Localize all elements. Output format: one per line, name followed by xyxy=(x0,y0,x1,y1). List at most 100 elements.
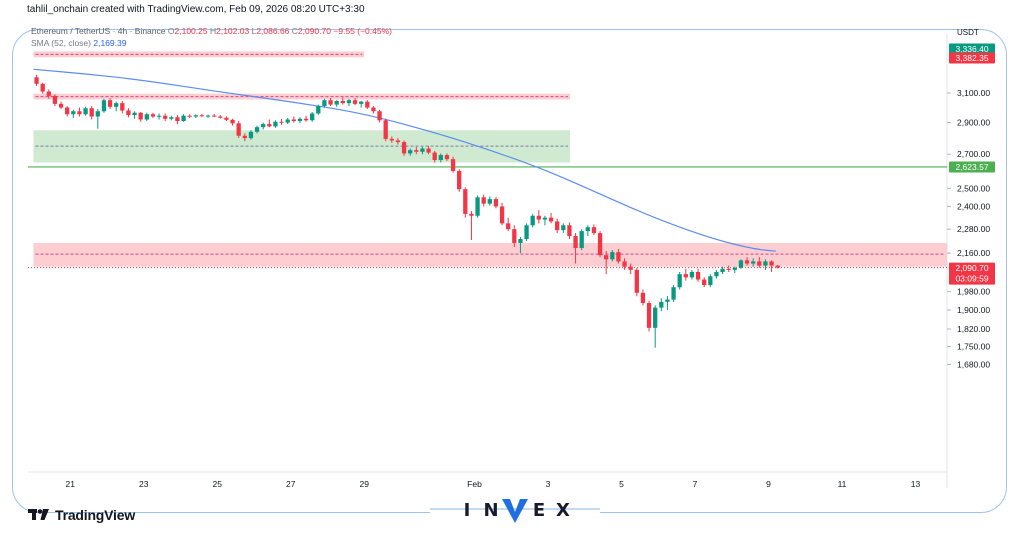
candle xyxy=(224,116,229,122)
candle-body xyxy=(634,269,639,293)
candle xyxy=(579,229,584,251)
ohlc-high: H2,102.03 xyxy=(210,26,252,36)
candle xyxy=(512,225,517,248)
candle xyxy=(536,210,541,224)
candle xyxy=(205,114,211,118)
candle-body xyxy=(71,111,76,115)
currency-unit[interactable]: USDT xyxy=(957,28,979,37)
candle xyxy=(395,138,401,145)
candle xyxy=(120,100,125,114)
price-badge-label: 2,623.57 xyxy=(955,162,988,172)
ohlc-close: C2,090.70 xyxy=(292,26,334,36)
candle xyxy=(763,259,768,270)
candle-body xyxy=(346,100,352,104)
price-tick-label: 2,700.00 xyxy=(957,149,990,159)
candle xyxy=(751,258,756,267)
candle xyxy=(334,100,339,107)
candle-body xyxy=(297,118,303,122)
candle xyxy=(597,231,603,258)
candle-body xyxy=(720,268,725,272)
candle xyxy=(726,265,731,272)
candle-body xyxy=(181,115,186,122)
sma-line xyxy=(33,68,776,252)
candle-body xyxy=(334,100,339,105)
candle-body xyxy=(616,252,621,262)
candle xyxy=(463,187,468,218)
candle xyxy=(469,211,474,240)
candle-body xyxy=(671,287,676,300)
candle xyxy=(775,265,780,269)
candle-body xyxy=(310,113,315,121)
candle-body xyxy=(150,114,156,117)
candle-body xyxy=(254,127,260,132)
tradingview-logo: TradingView xyxy=(28,507,135,523)
candle xyxy=(371,106,376,114)
candle-body xyxy=(702,279,707,286)
candle xyxy=(640,289,646,306)
candle-body xyxy=(65,107,70,115)
time-tick-label: 9 xyxy=(766,479,771,489)
candle-body xyxy=(536,215,541,220)
candle xyxy=(628,263,633,275)
candle-body xyxy=(457,170,462,190)
candle-body xyxy=(365,101,370,108)
candle xyxy=(695,268,701,282)
price-tick-label: 1,820.00 xyxy=(957,324,990,334)
time-tick-label: 3 xyxy=(546,479,551,489)
candle xyxy=(101,98,107,113)
chart-credit: tahlil_onchain created with TradingView.… xyxy=(27,4,365,15)
price-badge-label: 2,090.70 xyxy=(955,263,988,273)
candle-body xyxy=(628,266,633,270)
candle xyxy=(738,259,744,269)
legend-symbol-row: Ethereum / TetherUS · 4h · Binance O2,10… xyxy=(31,25,392,37)
candle xyxy=(457,169,462,192)
candle xyxy=(107,98,113,110)
candle-body xyxy=(530,215,535,226)
candle-body xyxy=(40,83,45,92)
candle xyxy=(573,233,578,264)
candle-body xyxy=(224,117,229,120)
candle-body xyxy=(604,255,609,260)
candle xyxy=(310,111,315,122)
candle xyxy=(138,111,143,122)
price-tick-label: 2,500.00 xyxy=(957,183,990,193)
ohlc-close-label: C xyxy=(291,26,298,36)
candle xyxy=(126,108,131,118)
candle-body xyxy=(665,299,670,302)
candle xyxy=(218,114,223,119)
candle xyxy=(187,114,192,118)
candle xyxy=(297,117,303,124)
legend-sma-row[interactable]: SMA (52, close) 2,169.39 xyxy=(31,37,392,49)
ohlc-close-value: 2,090.70 xyxy=(297,26,332,36)
candle xyxy=(316,104,321,115)
candle-body xyxy=(389,138,394,141)
ohlc-low-label: L xyxy=(251,26,257,36)
candle-body xyxy=(763,261,768,266)
time-tick-label: 29 xyxy=(360,479,370,489)
candle-body xyxy=(34,77,39,84)
candle xyxy=(591,224,597,236)
price-change: −9.55 (−0.45%) xyxy=(333,26,392,36)
time-tick-label: 23 xyxy=(139,479,149,489)
invex-wordmark: I N E X xyxy=(430,500,600,521)
invex-letter-gap xyxy=(506,500,524,521)
candle xyxy=(346,98,352,107)
candle xyxy=(604,251,609,275)
candle-body xyxy=(95,111,100,117)
candle xyxy=(408,148,413,156)
symbol-name[interactable]: Ethereum / TetherUS · 4h · Binance xyxy=(31,26,166,36)
candle-body xyxy=(469,213,474,216)
candle xyxy=(352,98,358,106)
candle-body xyxy=(89,108,94,117)
candle xyxy=(548,212,554,224)
candle-body xyxy=(58,103,64,108)
candle xyxy=(542,215,548,226)
candle xyxy=(683,268,688,281)
ohlc-high-value: 2,102.03 xyxy=(216,26,250,36)
candle-body xyxy=(340,100,345,104)
candle-body xyxy=(126,110,131,115)
candle-body xyxy=(438,155,443,161)
candle-body xyxy=(114,103,119,107)
candle-body xyxy=(377,111,382,121)
